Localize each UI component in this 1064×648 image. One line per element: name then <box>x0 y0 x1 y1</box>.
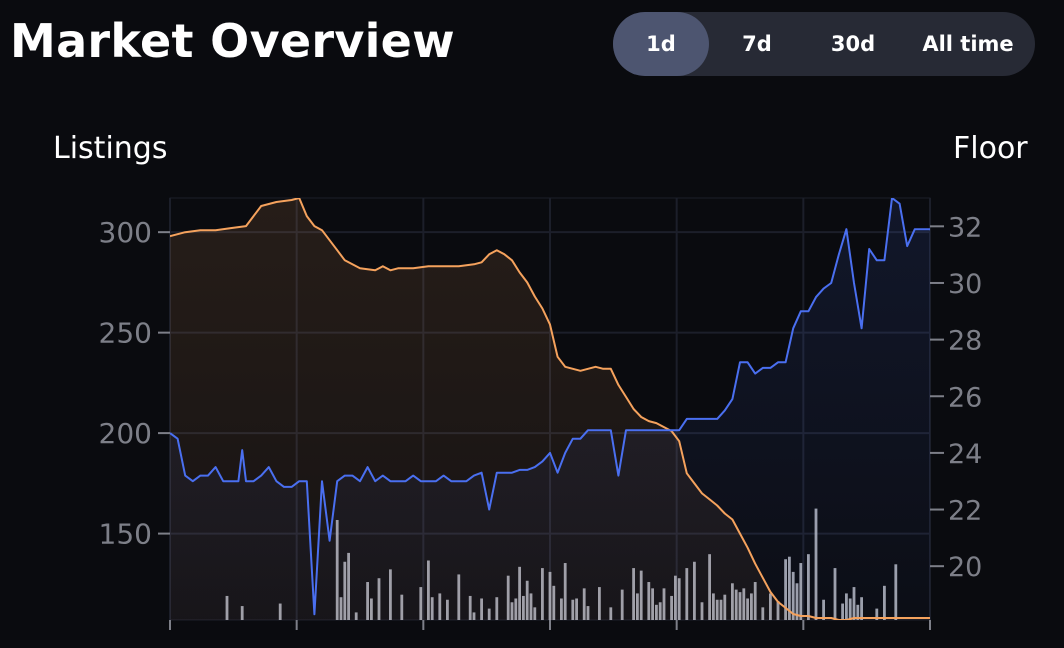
right-axis-label: Floor <box>953 131 1028 166</box>
range-option-all-time[interactable]: All time <box>901 12 1035 76</box>
right-tick-label: 22 <box>948 496 982 527</box>
left-tick-label: 250 <box>99 317 152 350</box>
chart-axes: 300 250 200 150 32 30 28 26 24 22 20 <box>99 212 982 630</box>
floor-line <box>170 198 930 616</box>
left-tick-label: 200 <box>99 417 152 450</box>
left-axis-label: Listings <box>53 131 168 166</box>
left-tick-label: 300 <box>99 216 152 249</box>
series-lines <box>170 198 930 620</box>
time-range-selector: 1d 7d 30d All time <box>613 12 1035 76</box>
range-option-1d[interactable]: 1d <box>613 12 709 76</box>
listings-line <box>170 198 930 620</box>
series-areas <box>170 198 930 620</box>
right-tick-label: 28 <box>948 326 982 357</box>
page-title: Market Overview <box>10 14 455 68</box>
floor-area <box>170 198 930 620</box>
right-tick-label: 32 <box>948 212 982 243</box>
right-tick-label: 26 <box>948 382 982 413</box>
range-option-30d[interactable]: 30d <box>805 12 901 76</box>
left-tick-label: 150 <box>99 518 152 551</box>
right-tick-label: 20 <box>948 552 982 583</box>
right-tick-label: 24 <box>948 439 982 470</box>
range-option-7d[interactable]: 7d <box>709 12 805 76</box>
right-tick-label: 30 <box>948 269 982 300</box>
